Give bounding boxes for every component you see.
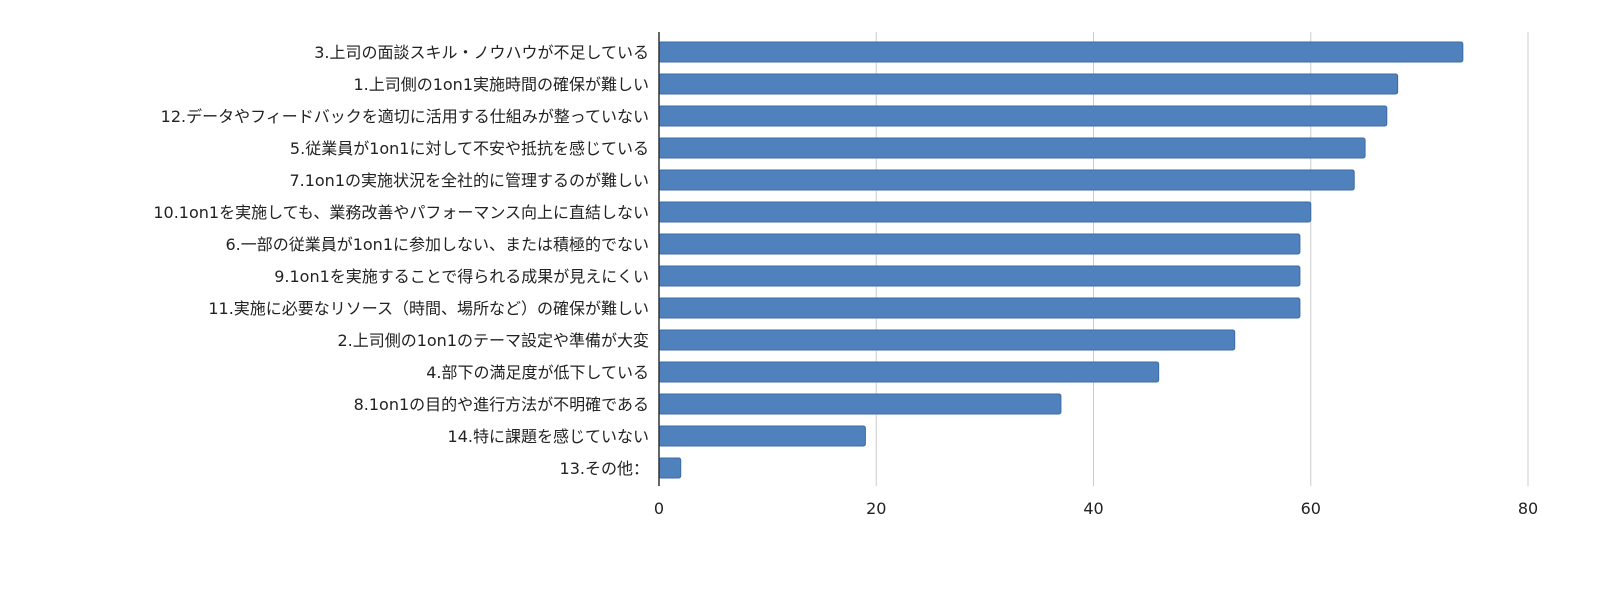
bar: [659, 298, 1300, 318]
gridlines: [876, 32, 1528, 486]
category-label: 12.データやフィードバックを適切に活用する仕組みが整っていない: [161, 107, 649, 126]
category-label: 7.1on1の実施状況を全社的に管理するのが難しい: [289, 171, 649, 190]
bar: [659, 42, 1463, 62]
category-label: 2.上司側の1on1のテーマ設定や準備が大変: [337, 331, 649, 350]
bar: [659, 362, 1159, 382]
category-label: 3.上司の面談スキル・ノウハウが不足している: [314, 43, 649, 62]
x-tick-label: 60: [1301, 499, 1321, 518]
bar: [659, 138, 1365, 158]
category-label: 5.従業員が1on1に対して不安や抵抗を感じている: [290, 139, 649, 158]
x-tick-labels: 0 20 40 60 80: [654, 499, 1538, 518]
category-label: 6.一部の従業員が1on1に参加しない、または積極的でない: [225, 235, 649, 254]
category-label: 9.1on1を実施することで得られる成果が見えにくい: [274, 267, 649, 286]
category-label: 10.1on1を実施しても、業務改善やパフォーマンス向上に直結しない: [153, 203, 649, 222]
bar: [659, 106, 1387, 126]
bar: [659, 202, 1311, 222]
category-label: 13.その他：: [560, 459, 649, 478]
x-tick-label: 20: [866, 499, 886, 518]
bar: [659, 234, 1300, 254]
category-label: 4.部下の満足度が低下している: [426, 363, 649, 382]
bar: [659, 330, 1235, 350]
bar: [659, 170, 1354, 190]
category-label: 1.上司側の1on1実施時間の確保が難しい: [353, 75, 649, 94]
x-tick-label: 40: [1083, 499, 1103, 518]
bar: [659, 266, 1300, 286]
category-label: 14.特に課題を感じていない: [448, 427, 649, 446]
bars: [659, 42, 1463, 478]
x-tick-label: 80: [1518, 499, 1538, 518]
category-labels: 3.上司の面談スキル・ノウハウが不足している 1.上司側の1on1実施時間の確保が…: [153, 43, 649, 478]
bar: [659, 74, 1398, 94]
x-tick-label: 0: [654, 499, 664, 518]
bar: [659, 458, 681, 478]
bar: [659, 426, 865, 446]
category-label: 11.実施に必要なリソース（時間、場所など）の確保が難しい: [208, 299, 649, 318]
category-label: 8.1on1の目的や進行方法が不明確である: [354, 395, 649, 414]
bar: [659, 394, 1061, 414]
